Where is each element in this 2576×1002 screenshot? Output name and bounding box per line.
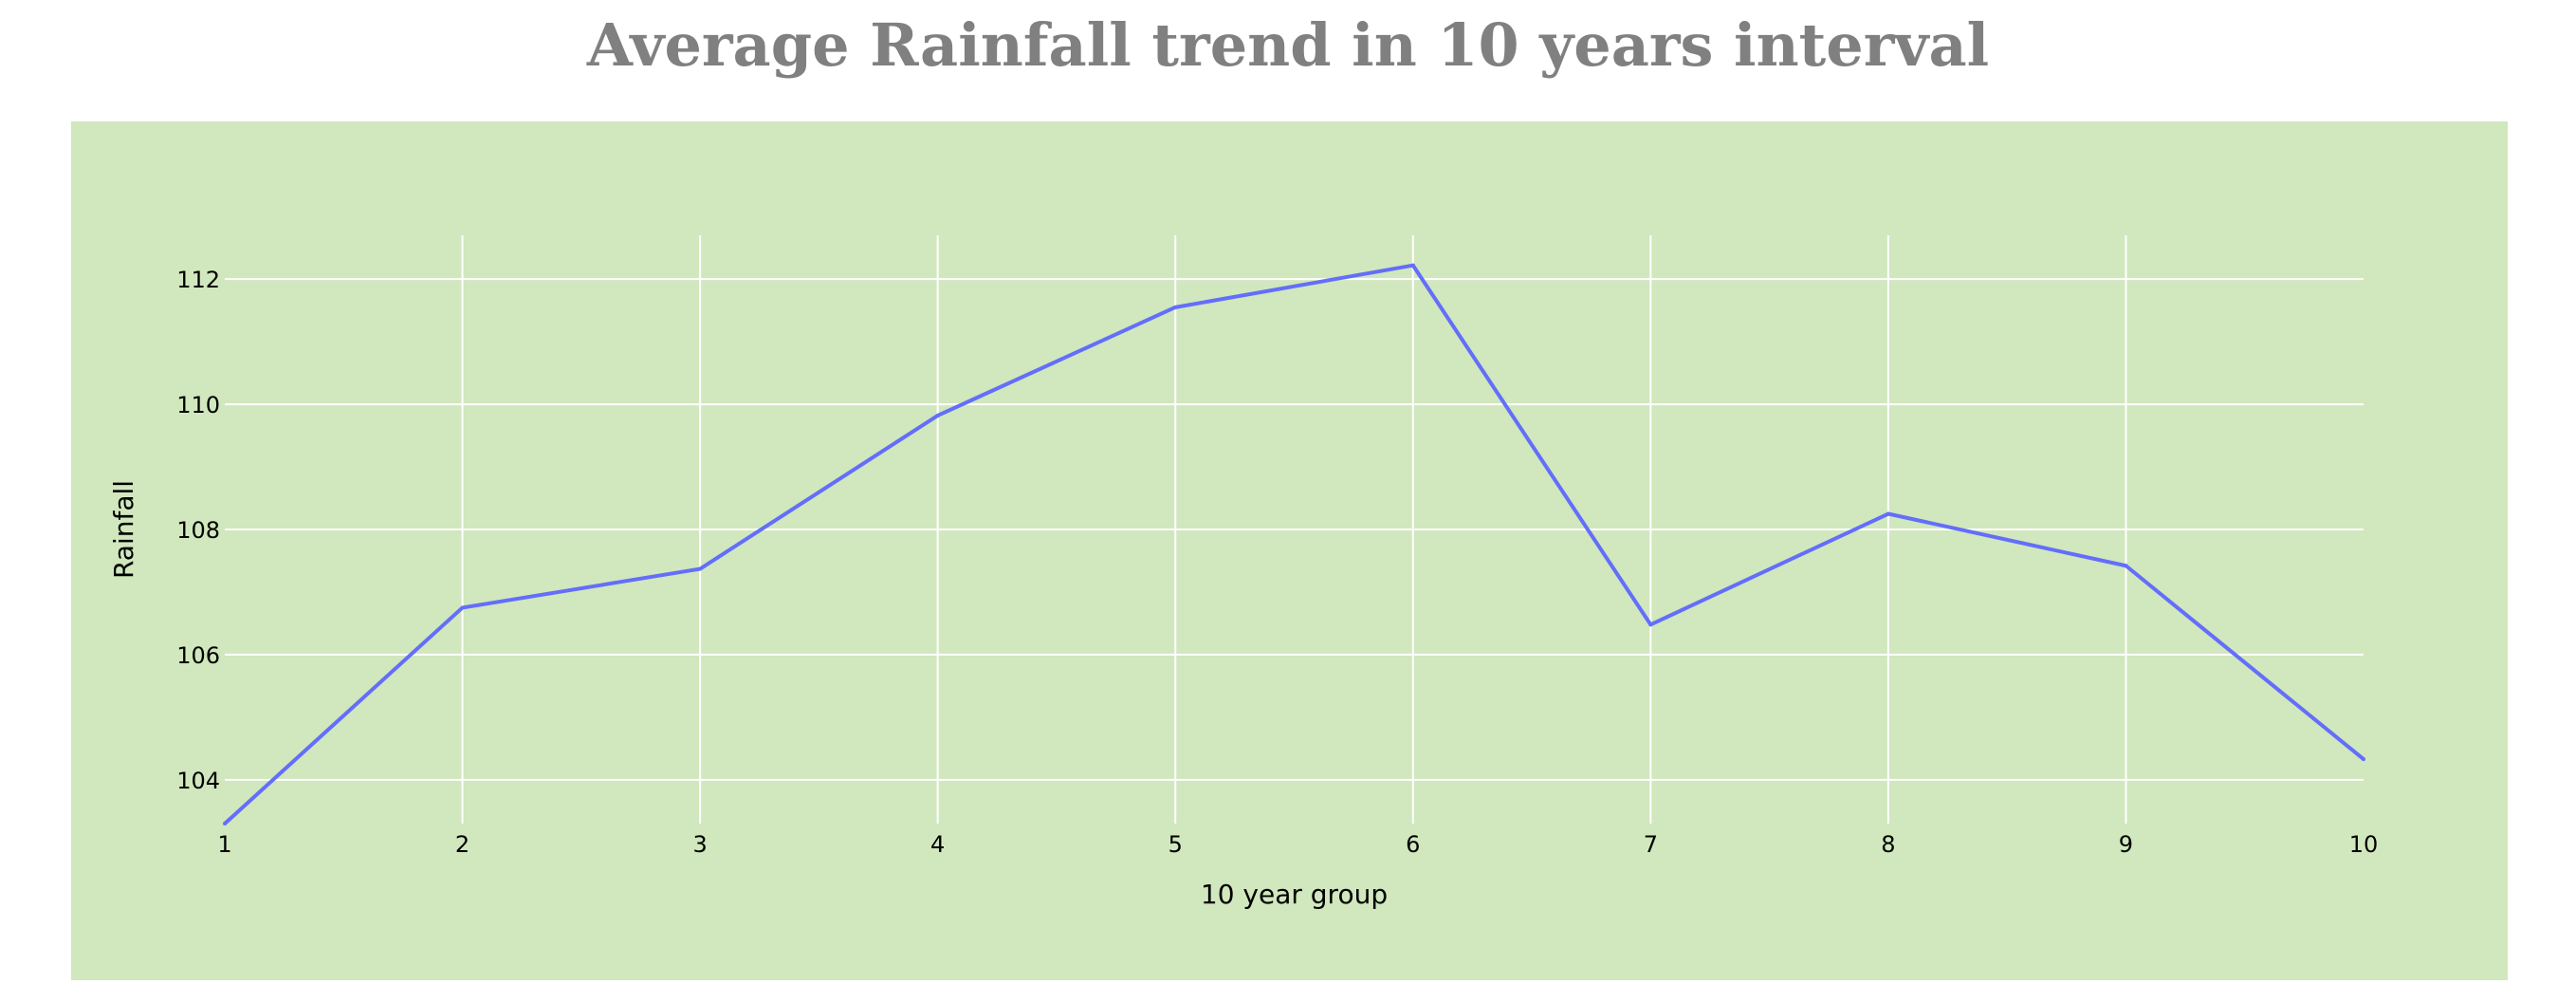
data-point <box>1173 305 1178 309</box>
rainfall-series-line <box>223 263 2365 826</box>
data-point <box>935 413 940 418</box>
data-point <box>2362 757 2365 762</box>
y-axis-title: Rainfall <box>108 480 139 579</box>
x-tick-label: 10 <box>2349 831 2379 858</box>
y-tick-label: 108 <box>176 517 220 544</box>
x-tick-label: 7 <box>1644 831 1658 858</box>
data-point <box>698 566 703 571</box>
data-point <box>1410 263 1415 268</box>
data-point <box>460 605 465 610</box>
y-tick-label: 106 <box>176 642 220 669</box>
x-tick-label: 2 <box>455 831 469 858</box>
data-point <box>223 822 227 826</box>
x-tick-label: 4 <box>930 831 945 858</box>
x-tick-label: 6 <box>1406 831 1420 858</box>
y-tick-label: 112 <box>176 267 220 293</box>
x-tick-label: 9 <box>2119 831 2133 858</box>
x-axis-title: 10 year group <box>1201 879 1388 910</box>
chart-panel <box>71 121 2508 980</box>
y-tick-label: 110 <box>176 392 220 418</box>
x-tick-label: 8 <box>1881 831 1895 858</box>
x-tick-label: 1 <box>217 831 231 858</box>
series-line-layer <box>223 263 2365 826</box>
data-point <box>1648 622 1653 627</box>
chart-title: Average Rainfall trend in 10 years inter… <box>586 10 1990 80</box>
y-tick-label: 104 <box>176 768 220 794</box>
data-point <box>1886 511 1890 516</box>
tick-labels: 1 2 3 4 5 6 7 8 9 10 104 106 108 110 112 <box>176 267 2378 858</box>
grid-lines <box>225 235 2364 824</box>
data-point <box>2124 564 2128 568</box>
x-tick-label: 5 <box>1168 831 1183 858</box>
x-tick-label: 3 <box>692 831 707 858</box>
